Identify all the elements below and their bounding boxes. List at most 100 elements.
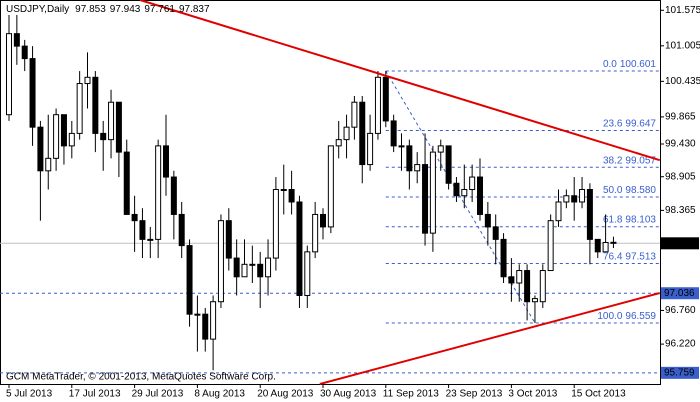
fib-label: 100.0 96.559 — [597, 311, 656, 322]
candle-body — [202, 313, 209, 340]
fib-price: 100.601 — [620, 59, 657, 70]
fib-label: 50.0 98.580 — [603, 185, 656, 196]
y-tick-label: 98.905 — [665, 171, 696, 182]
candle-body — [539, 270, 546, 303]
candle-body — [508, 276, 515, 284]
y-tick-label: 101.575 — [665, 5, 700, 16]
y-tick-label: 96.220 — [665, 339, 696, 350]
fib-trend — [385, 70, 536, 324]
fib-price: 98.103 — [625, 214, 656, 225]
fib-label: 0.0 100.601 — [603, 59, 656, 70]
candle-body — [210, 301, 217, 340]
candle-body — [131, 213, 138, 222]
candle-body — [359, 101, 366, 166]
candle-body — [406, 145, 413, 172]
candle-body — [524, 270, 531, 303]
candle-body — [76, 83, 83, 134]
header-price: 97.943 — [110, 4, 141, 15]
level-label-box — [661, 366, 699, 379]
y-tick-label: 96.760 — [665, 305, 696, 316]
candle-body — [139, 220, 146, 240]
fib-label: 23.6 99.647 — [603, 118, 656, 129]
candle-body — [422, 164, 429, 234]
candle-body — [469, 176, 476, 191]
fib-label: 38.2 99.057 — [603, 155, 656, 166]
fib-level: 50.0 — [603, 185, 623, 196]
header-price: 97.761 — [144, 4, 175, 15]
fib-level: 100.0 — [597, 311, 622, 322]
level-label: 95.759 — [664, 367, 695, 378]
candle-body — [327, 145, 334, 228]
candle-body — [343, 126, 350, 141]
candle-body — [123, 151, 130, 215]
symbol: USDJPY,Daily — [6, 4, 69, 15]
x-tick-label: 29 Jul 2013 — [132, 389, 184, 400]
header-price: 97.837 — [179, 4, 210, 15]
candle-body — [84, 76, 91, 85]
header: USDJPY,Daily 97.853 97.943 97.761 97.837 — [6, 4, 210, 15]
candle-body — [516, 270, 523, 284]
candle-body — [194, 313, 201, 316]
candle-body — [555, 201, 562, 222]
trendline — [139, 0, 661, 162]
candle-body — [100, 132, 107, 141]
fib-level: 23.6 — [603, 118, 623, 129]
candle-body — [304, 251, 311, 296]
trendline — [319, 292, 661, 385]
y-tick-label: 101.005 — [665, 40, 700, 51]
candle-body — [453, 182, 460, 197]
fib-label: 61.8 98.103 — [603, 214, 656, 225]
candle-body — [29, 58, 36, 128]
candle-body — [178, 213, 185, 247]
candle-body — [288, 189, 295, 203]
candle-body — [249, 263, 256, 266]
candle-body — [147, 238, 154, 241]
candle-body — [53, 114, 60, 159]
candle-body — [610, 241, 617, 244]
fib-price: 99.647 — [625, 118, 656, 129]
candle-body — [586, 189, 593, 240]
candle-body — [477, 176, 483, 215]
candle-body — [163, 145, 169, 178]
x-tick-label: 23 Sep 2013 — [446, 389, 503, 400]
candle-body — [257, 263, 264, 278]
x-tick-label: 20 Aug 2013 — [257, 389, 314, 400]
candle-body — [461, 189, 468, 197]
candle-body — [594, 238, 601, 253]
candle-body — [429, 151, 436, 234]
candle-body — [155, 145, 162, 240]
candle-body — [445, 145, 452, 184]
candle-body — [312, 213, 319, 253]
candle-body — [265, 257, 272, 278]
x-tick-label: 15 Oct 2013 — [571, 389, 626, 400]
fib-price: 98.580 — [625, 185, 656, 196]
candle-body — [296, 201, 303, 296]
candle-body — [547, 220, 554, 272]
candle-body — [115, 101, 122, 153]
x-tick-label: 30 Aug 2013 — [320, 389, 377, 400]
candle-body — [398, 145, 405, 148]
candle-body — [500, 238, 507, 278]
candle-body — [241, 263, 248, 278]
footer: GCM MetaTrader, © 2001-2013, MetaQuotes … — [6, 372, 276, 383]
candle-body — [563, 195, 570, 203]
candle-body — [320, 213, 326, 228]
candle-body — [579, 189, 586, 203]
level-label: 97.837 — [664, 238, 695, 249]
candle-body — [571, 195, 578, 203]
candle-body — [382, 76, 389, 122]
candle-body — [367, 132, 374, 166]
candle-body — [45, 157, 52, 172]
x-tick-label: 5 Jul 2013 — [6, 389, 53, 400]
candle-body — [170, 176, 177, 215]
candle-body — [437, 145, 444, 153]
y-tick-label: 98.365 — [665, 205, 696, 216]
candle-body — [484, 213, 491, 228]
fib-level: 76.4 — [603, 251, 623, 262]
candle-body — [60, 114, 67, 147]
fib-price: 96.559 — [625, 311, 656, 322]
candle-body — [280, 189, 287, 192]
y-tick-label: 100.435 — [665, 76, 700, 87]
candle-body — [233, 257, 240, 278]
